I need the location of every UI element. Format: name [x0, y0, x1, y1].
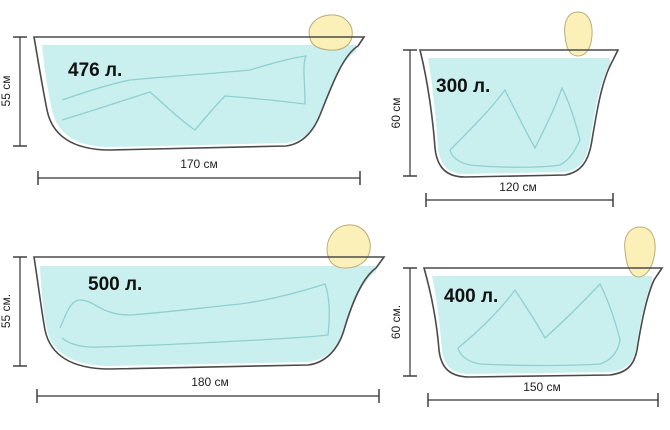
tub-4-water [432, 276, 652, 374]
tub-4-head [624, 226, 656, 278]
tub-1-water [42, 45, 356, 147]
tub-2-volume-label: 500 л. [88, 274, 142, 295]
tub-3-volume-label: 300 л. [436, 76, 490, 97]
tub-2-outline [33, 256, 386, 370]
tub-3-length-label: 120 см [499, 180, 537, 194]
tub-4-length-label: 150 см [523, 380, 561, 394]
tub-3-head [564, 11, 593, 57]
tub-4: 150 см 60 см. 400 л. [389, 226, 664, 407]
tub-1-volume-label: 476 л. [68, 60, 122, 81]
tub-1-outline [33, 36, 366, 151]
tub-4-height-label: 60 см. [389, 305, 403, 339]
tub-3-water [428, 58, 610, 174]
tub-3-person-outline [449, 86, 581, 168]
tub-2-head [326, 224, 371, 269]
tub-2-person-outline [59, 283, 330, 348]
tub-1-head [308, 14, 353, 51]
tub-1: 170 см 55 см 476 л. [0, 14, 366, 185]
tub-2-water [40, 266, 376, 366]
tub-4-volume-label: 400 л. [444, 286, 498, 307]
tub-2: 180 см 55 см. 500 л. [0, 224, 386, 403]
tub-1-person-outline [61, 55, 308, 131]
tub-1-height-label: 55 см [0, 76, 13, 107]
tub-3: 120 см 60 см 300 л. [389, 11, 620, 207]
tub-3-height-label: 60 см [389, 98, 403, 129]
tub-2-length-label: 180 см [191, 375, 229, 389]
tub-2-height-label: 55 см. [0, 294, 13, 328]
tub-4-person-outline [457, 282, 621, 367]
tub-4-outline [422, 267, 664, 378]
tub-3-outline [418, 49, 620, 178]
tub-1-length-label: 170 см [180, 157, 218, 171]
